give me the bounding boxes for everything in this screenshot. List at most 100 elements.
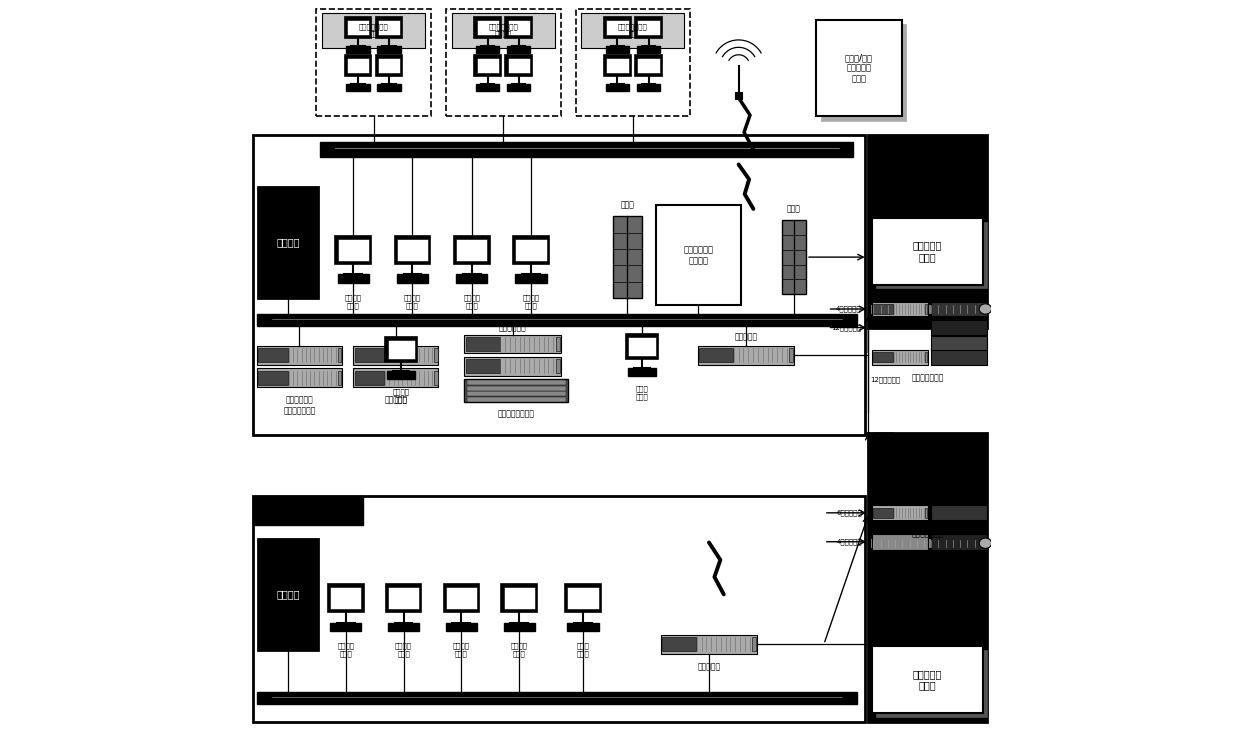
Text: 4芯光纤通道: 4芯光纤通道 xyxy=(836,306,861,312)
Bar xyxy=(466,391,565,397)
Bar xyxy=(637,46,660,53)
Text: 信号通信服务器: 信号通信服务器 xyxy=(911,529,944,538)
Bar xyxy=(629,368,656,376)
Bar xyxy=(637,19,660,35)
Bar xyxy=(606,19,629,35)
Bar xyxy=(613,217,642,298)
Bar xyxy=(606,58,629,74)
Text: 车场调度
工作站: 车场调度 工作站 xyxy=(396,643,412,657)
Text: 值班员
工作站: 值班员 工作站 xyxy=(577,643,589,657)
Text: 检修调度
工作站: 检修调度 工作站 xyxy=(337,643,355,657)
Text: 综合维护
工作站: 综合维护 工作站 xyxy=(393,388,410,403)
Text: 6芯光纤通道: 6芯光纤通道 xyxy=(837,510,862,516)
Bar xyxy=(516,239,547,261)
Bar xyxy=(347,19,370,35)
Bar xyxy=(347,58,370,74)
Bar xyxy=(582,13,684,48)
Text: 12芯光纤通道: 12芯光纤通道 xyxy=(870,376,900,382)
Text: 值班员
工作站: 值班员 工作站 xyxy=(636,385,649,400)
Bar xyxy=(503,587,534,609)
Bar xyxy=(604,55,631,76)
Bar xyxy=(869,304,986,314)
Bar xyxy=(872,350,928,365)
Bar xyxy=(875,222,987,288)
Bar xyxy=(575,9,691,116)
Bar xyxy=(605,84,629,91)
Bar xyxy=(353,346,439,365)
Text: 调度大屏: 调度大屏 xyxy=(277,589,300,600)
Bar xyxy=(476,19,498,35)
Text: 磁盘阵列存储设备: 磁盘阵列存储设备 xyxy=(497,409,534,418)
Bar xyxy=(446,9,560,116)
Bar xyxy=(637,84,660,91)
Text: 车场调度
工作站: 车场调度 工作站 xyxy=(404,295,420,309)
Bar xyxy=(376,16,403,38)
Bar xyxy=(568,623,599,632)
Bar xyxy=(466,380,565,385)
Bar xyxy=(735,92,743,99)
Ellipse shape xyxy=(980,538,992,548)
Bar xyxy=(565,584,600,612)
Bar xyxy=(451,13,554,48)
Bar xyxy=(394,236,430,264)
Bar xyxy=(257,692,857,704)
Bar xyxy=(635,55,662,76)
Bar xyxy=(662,638,696,652)
Text: 派班调度
工作站: 派班调度 工作站 xyxy=(464,295,480,309)
Bar xyxy=(513,236,549,264)
Bar xyxy=(386,584,422,612)
Bar xyxy=(316,9,432,116)
Bar xyxy=(320,142,853,157)
Bar xyxy=(506,55,532,76)
Bar xyxy=(337,371,341,385)
Bar xyxy=(568,587,599,609)
Bar xyxy=(753,638,756,652)
Bar xyxy=(464,357,560,376)
Bar xyxy=(475,55,501,76)
Text: 4芯光纤通道: 4芯光纤通道 xyxy=(837,539,862,545)
Text: 远程桌面服务器: 远程桌面服务器 xyxy=(283,406,316,415)
Bar xyxy=(258,187,317,298)
Bar xyxy=(872,505,928,520)
Bar xyxy=(635,16,662,38)
Bar xyxy=(330,623,361,632)
Bar xyxy=(346,46,370,53)
Bar xyxy=(925,352,928,362)
Text: 通信服务器: 通信服务器 xyxy=(697,662,720,672)
Bar xyxy=(337,274,368,283)
Bar xyxy=(872,647,983,713)
Bar xyxy=(388,339,415,359)
Bar xyxy=(464,335,560,353)
Bar xyxy=(466,359,500,373)
Bar xyxy=(698,346,794,365)
Bar xyxy=(466,397,565,402)
Text: 车号自动识
别系统: 车号自动识 别系统 xyxy=(913,240,942,262)
Bar xyxy=(253,135,864,435)
Bar xyxy=(476,46,500,53)
Text: 通信服务器: 通信服务器 xyxy=(734,333,758,341)
Bar xyxy=(699,348,733,362)
Bar xyxy=(434,371,438,385)
Text: 应用服务器: 应用服务器 xyxy=(384,396,408,405)
Text: 车辆段现场生产
系统: 车辆段现场生产 系统 xyxy=(358,23,388,37)
Bar xyxy=(507,84,531,91)
Bar xyxy=(873,507,893,518)
Text: 防火墙: 防火墙 xyxy=(787,205,801,214)
Bar xyxy=(258,348,288,362)
Bar xyxy=(604,16,631,38)
Bar xyxy=(257,346,342,365)
Text: 防病毒服务器: 防病毒服务器 xyxy=(285,396,314,405)
Bar xyxy=(464,379,568,402)
Bar xyxy=(661,635,758,654)
Bar xyxy=(386,336,418,362)
Bar xyxy=(456,274,487,283)
Text: 调度大屏: 调度大屏 xyxy=(277,237,300,247)
Bar xyxy=(337,239,368,261)
Ellipse shape xyxy=(980,304,992,314)
Bar xyxy=(875,650,987,716)
Text: 设备调度
工作站: 设备调度 工作站 xyxy=(522,295,539,309)
Bar xyxy=(345,16,371,38)
Bar xyxy=(790,348,794,362)
Bar xyxy=(475,16,501,38)
Bar xyxy=(434,348,438,362)
